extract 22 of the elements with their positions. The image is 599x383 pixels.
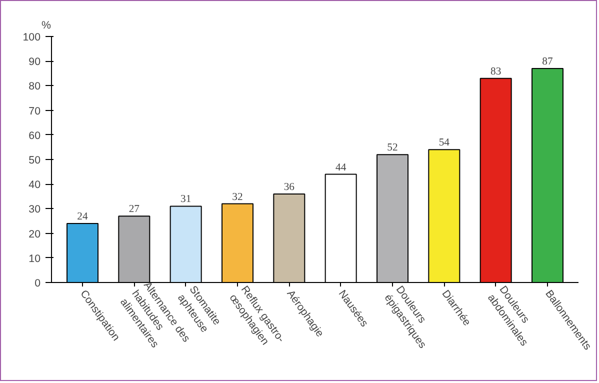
y-tick-label: 20 — [28, 228, 41, 240]
data-label: 27 — [128, 204, 140, 216]
data-label: 31 — [180, 194, 192, 206]
y-tick-label: 0 — [34, 278, 41, 290]
y-tick-label: 40 — [28, 179, 41, 192]
data-label: 54 — [438, 138, 450, 149]
y-axis-title: % — [42, 20, 52, 32]
data-label: 32 — [232, 192, 243, 203]
data-label: 24 — [77, 211, 88, 222]
y-tick-label: 10 — [28, 252, 41, 265]
y-tick-label: 30 — [28, 204, 41, 216]
y-tick-label: 90 — [28, 56, 41, 68]
data-label: 44 — [336, 162, 347, 174]
y-tick-label: 100 — [22, 32, 41, 44]
data-label: 52 — [387, 142, 398, 154]
data-label: 36 — [284, 182, 296, 193]
y-tick-label: 80 — [28, 80, 41, 93]
y-tick-label: 70 — [28, 105, 41, 118]
y-tick-label: 50 — [28, 154, 41, 166]
y-tick-label: 60 — [28, 130, 41, 142]
data-label: 87 — [542, 56, 554, 68]
data-label: 83 — [490, 66, 502, 78]
